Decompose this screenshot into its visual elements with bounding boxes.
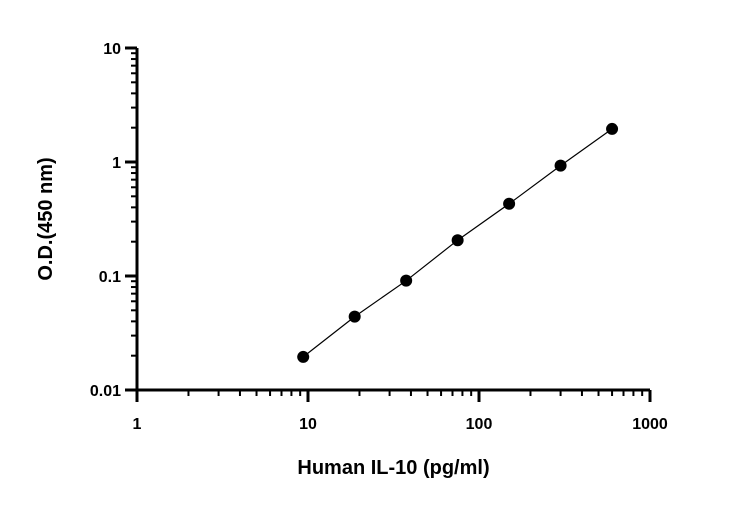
- data-point: [606, 122, 619, 135]
- y-tick-label: 0.01: [90, 383, 121, 400]
- x-axis-ticks: 1 10 100 1000: [133, 390, 668, 433]
- y-tick-label: 0.1: [99, 269, 121, 286]
- y-axis-title: O.D.(450 nm): [35, 157, 57, 280]
- x-tick-label: 1000: [632, 416, 668, 433]
- x-tick-label: 1: [133, 416, 142, 433]
- y-tick-label: 1: [112, 155, 121, 172]
- y-tick-label: 10: [103, 41, 121, 58]
- data-points: [297, 122, 619, 363]
- axes: 1 10 100 1000 0.01 0.1 1 10: [90, 41, 668, 433]
- data-point: [348, 310, 361, 323]
- x-tick-label: 10: [299, 416, 317, 433]
- data-point: [400, 274, 413, 287]
- data-point: [554, 159, 567, 172]
- data-point: [503, 197, 516, 210]
- y-axis-ticks: 0.01 0.1 1 10: [90, 41, 137, 400]
- x-tick-label: 100: [466, 416, 493, 433]
- data-point: [451, 234, 464, 247]
- x-axis-title: Human IL-10 (pg/ml): [297, 457, 489, 479]
- data-point: [297, 350, 310, 363]
